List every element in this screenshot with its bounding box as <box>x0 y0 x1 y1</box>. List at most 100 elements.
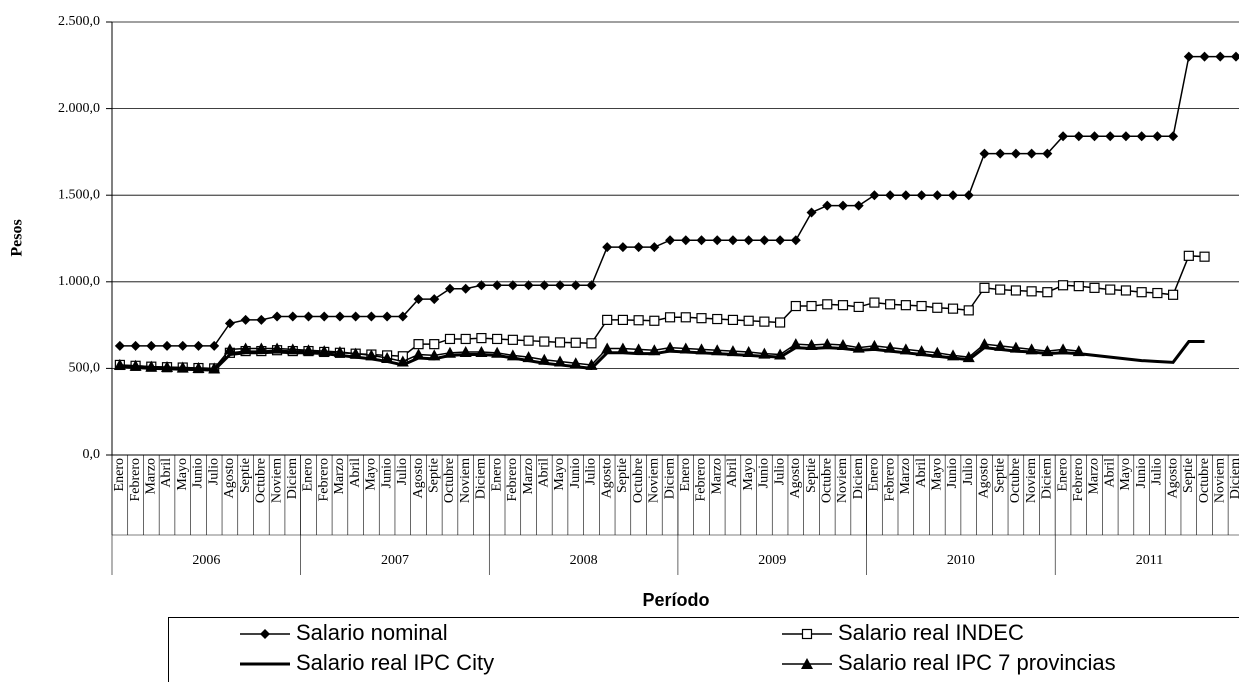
x-tick-label: Agosto <box>977 458 992 498</box>
data-point <box>319 311 330 322</box>
legend-marker <box>801 628 813 640</box>
x-tick-label: Junio <box>568 458 583 488</box>
data-point <box>837 300 849 311</box>
x-tick-label: Enero <box>678 458 693 491</box>
x-tick-label: Mayo <box>175 458 190 491</box>
data-point <box>853 301 864 313</box>
data-point <box>570 337 581 348</box>
data-point <box>916 190 927 201</box>
data-point <box>303 311 314 322</box>
x-tick-label: Junio <box>945 458 960 488</box>
data-point <box>1025 343 1038 355</box>
x-tick-label: Junio <box>379 458 394 488</box>
data-point <box>1073 131 1084 142</box>
data-point <box>664 341 677 353</box>
data-point <box>397 311 408 322</box>
data-point <box>113 358 126 370</box>
data-point <box>428 349 441 361</box>
data-point <box>146 340 157 351</box>
data-point <box>602 314 613 326</box>
x-tick-label: Abril <box>1102 458 1117 488</box>
y-tick-label: 1.500,0 <box>58 187 100 202</box>
data-point <box>962 351 975 363</box>
x-tick-label: Octubre <box>631 458 646 503</box>
data-point <box>759 316 770 327</box>
x-tick-label: Julio <box>584 458 599 485</box>
x-tick-label: Abril <box>159 458 174 488</box>
data-point <box>1073 281 1084 292</box>
data-point <box>695 343 708 355</box>
data-point <box>272 311 283 322</box>
data-point <box>1026 286 1037 297</box>
data-point <box>475 345 488 357</box>
x-tick-label: Septie <box>426 458 441 493</box>
data-point <box>805 339 818 351</box>
data-point <box>459 345 472 357</box>
data-point <box>271 342 284 354</box>
data-point <box>696 235 707 246</box>
x-tick-label: Marzo <box>521 458 536 495</box>
x-tick-label: Febrero <box>316 458 331 502</box>
data-point <box>1120 285 1132 296</box>
data-point <box>1072 345 1085 357</box>
x-tick-label: Agosto <box>411 458 426 498</box>
data-point <box>947 349 960 361</box>
data-point <box>726 345 739 357</box>
x-tick-label: Mayo <box>1118 458 1133 491</box>
data-point <box>665 235 676 246</box>
data-point <box>114 340 125 351</box>
data-point <box>586 280 597 291</box>
x-tick-label: Marzo <box>709 458 724 495</box>
data-point <box>1136 131 1147 142</box>
x-tick-label: Junio <box>757 458 772 488</box>
data-point <box>822 200 833 211</box>
data-point <box>821 338 834 350</box>
data-point <box>1183 250 1194 261</box>
data-point <box>994 339 1007 351</box>
x-tick-label: Abril <box>537 458 552 488</box>
x-tick-label: Noviem <box>835 458 850 503</box>
x-tick-label: Marzo <box>144 458 159 495</box>
data-point <box>538 353 551 365</box>
data-point <box>1167 289 1179 300</box>
x-group-label: 2010 <box>947 553 975 568</box>
data-point <box>963 305 974 316</box>
data-point <box>932 302 943 313</box>
data-point <box>286 343 299 355</box>
data-point <box>209 340 220 351</box>
data-point <box>978 338 991 350</box>
data-point <box>711 344 724 356</box>
data-point <box>443 346 456 358</box>
data-point <box>664 312 676 323</box>
data-point <box>948 190 959 201</box>
data-point <box>885 190 896 201</box>
data-point <box>869 190 880 201</box>
data-point <box>617 242 628 253</box>
x-tick-label: Septie <box>804 458 819 493</box>
data-point <box>616 342 629 354</box>
x-tick-label: Agosto <box>222 458 237 498</box>
data-point <box>130 340 141 351</box>
x-group-label: 2007 <box>381 553 409 568</box>
data-point <box>743 235 754 246</box>
legend-marker <box>801 658 813 669</box>
data-point <box>1057 280 1069 291</box>
x-tick-label: Diciem <box>851 458 866 499</box>
data-point <box>742 345 755 357</box>
data-point <box>334 311 345 322</box>
x-group-label: 2011 <box>1136 553 1163 568</box>
x-tick-label: Enero <box>301 458 316 491</box>
data-point <box>492 333 503 345</box>
data-point <box>570 280 581 291</box>
x-tick-label: Octubre <box>442 458 457 503</box>
data-point <box>129 359 142 371</box>
data-point <box>884 341 897 353</box>
legend-label: Salario real IPC City <box>296 650 494 675</box>
x-tick-label: Diciem <box>1228 458 1239 499</box>
x-tick-label: Marzo <box>332 458 347 495</box>
data-point <box>396 355 409 367</box>
data-point <box>240 314 251 325</box>
data-point <box>162 340 173 351</box>
